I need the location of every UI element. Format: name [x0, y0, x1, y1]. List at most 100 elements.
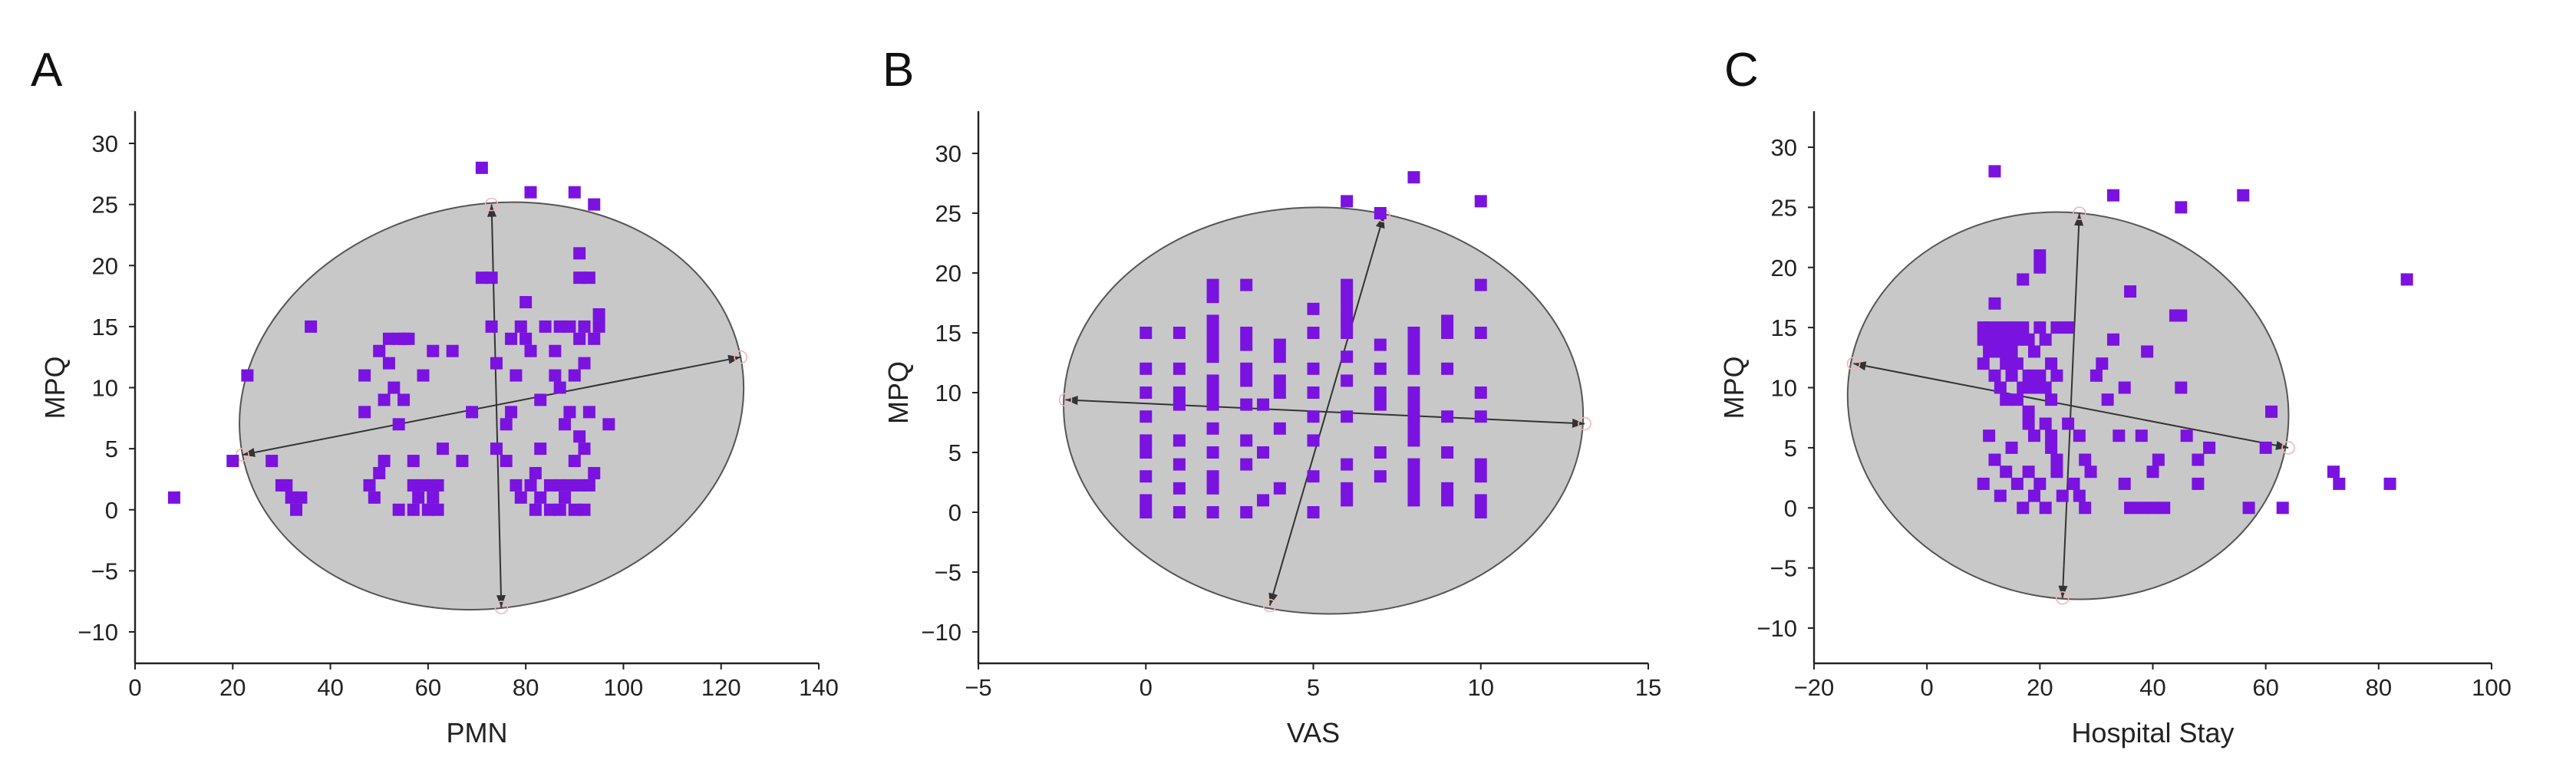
- panel-c-data-point: [2062, 417, 2075, 430]
- panel-a-data-point: [373, 466, 386, 479]
- panel-c-data-point: [2242, 502, 2255, 515]
- panel-c-major-arrowhead: [1853, 361, 1867, 371]
- panel-c-minor-axis-arrow: [2061, 213, 2080, 598]
- panel-c-data-point: [2005, 441, 2018, 454]
- panel-a-x-tick-label: 40: [317, 674, 343, 701]
- panel-c-x-tick-label: 0: [1921, 674, 1934, 701]
- panel-c-data-point: [2152, 453, 2165, 466]
- panel-a-data-point: [573, 332, 586, 345]
- panel-b-data-point: [1341, 327, 1354, 339]
- panel-c-data-point: [2101, 393, 2114, 406]
- panel-c-data-point: [2158, 502, 2171, 515]
- panel-c-data-point: [2010, 333, 2024, 346]
- panel-a-data-point: [378, 393, 391, 406]
- panel-a-data-point: [505, 332, 518, 345]
- panel-a-data-point: [436, 442, 449, 456]
- panel-a-data-point: [490, 357, 503, 370]
- panel-b-data-point: [1407, 398, 1420, 411]
- panel-a-data-point: [573, 247, 586, 260]
- panel-b-data-point: [1407, 494, 1420, 507]
- panel-a-data-point: [592, 308, 605, 321]
- panel-b-letter: B: [882, 44, 914, 97]
- panel-a-data-point: [568, 186, 581, 199]
- panel-a-data-point: [514, 491, 527, 504]
- panel-a-data-point: [602, 418, 615, 431]
- panel-c-data-point: [2000, 393, 2013, 406]
- panel-a-data-point: [431, 479, 444, 492]
- panel-b-x-tick-label: 5: [1307, 674, 1320, 701]
- panel-a-data-point: [519, 296, 533, 309]
- panel-c-data-point: [2124, 502, 2137, 515]
- panel-b-data-point: [1407, 338, 1420, 351]
- panel-a-data-point: [563, 320, 576, 333]
- panel-b-data-point: [1206, 506, 1219, 518]
- panel-a-data-point: [559, 418, 572, 431]
- panel-c-data-point: [2050, 465, 2063, 479]
- panel-b-data-point: [1441, 482, 1454, 495]
- panel-c-data-point: [2027, 429, 2040, 442]
- panel-a-data-point: [549, 369, 562, 382]
- panel-c-data-point: [2050, 369, 2063, 382]
- panel-c-data-point: [2333, 477, 2346, 490]
- panel-b-data-point: [1206, 446, 1219, 459]
- panel-c-data-point: [2000, 333, 2013, 346]
- panel-b-data-point: [1407, 362, 1420, 375]
- panel-b-confidence-ellipse: [1063, 206, 1585, 615]
- panel-b-data-point: [1474, 470, 1487, 483]
- panel-a-data-point: [534, 491, 547, 504]
- panel-a-data-point: [514, 320, 527, 333]
- panel-b-data-point: [1307, 386, 1320, 399]
- panel-a-data-point: [573, 430, 586, 443]
- panel-a-data-point: [427, 491, 440, 504]
- panel-c-data-point: [2400, 273, 2413, 286]
- panel-b-data-point: [1407, 171, 1420, 184]
- panel-b-y-tick-label: 30: [935, 140, 961, 167]
- panel-b-data-point: [1240, 398, 1253, 411]
- panel-c-data-point: [2017, 321, 2030, 334]
- panel-c-data-point: [1994, 321, 2007, 334]
- panel-c-data-point: [2175, 309, 2188, 322]
- panel-a-data-point: [588, 466, 601, 479]
- panel-a-data-point: [539, 320, 552, 333]
- panel-b-data-point: [1474, 410, 1487, 423]
- panel-a-y-tick-label: 20: [92, 252, 118, 279]
- panel-a-data-point: [573, 479, 586, 492]
- panel-a-data-point: [543, 503, 556, 516]
- panel-a-data-point: [295, 491, 308, 504]
- panel-c-major-arrowhead-marker: [2281, 441, 2295, 455]
- panel-b-data-point: [1240, 338, 1253, 351]
- panel-c-data-point: [2045, 393, 2058, 406]
- panel-b-data-point: [1240, 374, 1253, 387]
- panel-b-data-point: [1140, 506, 1153, 518]
- panel-b: B −10 −5 0 5 10 15 20 25 30 −5 0 5 10 15 VAS MPQ: [882, 44, 1661, 748]
- panel-c-data-point: [2039, 381, 2052, 394]
- panel-b-minor-arrowhead-marker: [1262, 598, 1277, 613]
- panel-b-data-point: [1173, 327, 1186, 339]
- panel-b-data-point: [1374, 386, 1387, 399]
- panel-a-data-point: [485, 271, 498, 285]
- panel-c-data-point: [2010, 477, 2024, 490]
- panel-a-data-point: [510, 369, 523, 382]
- panel-a-y-tick-label: −5: [91, 558, 118, 584]
- panel-c-data-point: [2039, 417, 2052, 430]
- panel-c-data-point: [2017, 273, 2030, 286]
- panel-b-data-point: [1307, 470, 1320, 483]
- panel-a-y-axis-title: MPQ: [39, 356, 71, 419]
- panel-c-data-point: [1983, 321, 1996, 334]
- panel-b-data-point: [1273, 338, 1286, 351]
- panel-a-data-point: [407, 479, 420, 492]
- panel-c-data-point: [2135, 429, 2148, 442]
- panel-b-data-point: [1341, 494, 1354, 507]
- panel-b-y-tick-label: 0: [948, 499, 961, 526]
- panel-a-data-point: [505, 406, 518, 419]
- panel-a-x-tick-label: 20: [219, 674, 246, 701]
- panel-b-y-tick-label: 25: [935, 200, 961, 227]
- panel-b-data-point: [1206, 314, 1219, 327]
- panel-c-data-point: [2073, 489, 2086, 502]
- panel-a-data-point: [412, 491, 425, 504]
- panel-b-data-point: [1206, 291, 1219, 304]
- panel-b-data-point: [1173, 434, 1186, 447]
- panel-b-data-point: [1341, 302, 1354, 315]
- panel-b-data-point: [1341, 314, 1354, 327]
- panel-a-data-point: [392, 418, 405, 431]
